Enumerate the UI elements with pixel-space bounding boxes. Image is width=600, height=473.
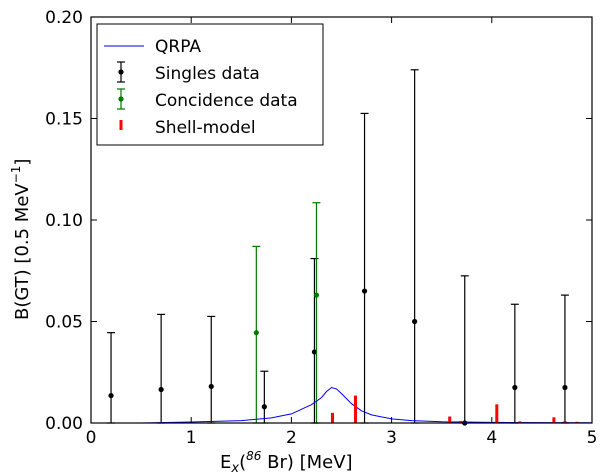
data-point [261, 404, 267, 410]
x-tick-label: 3 [386, 428, 397, 448]
shell-model-bar [575, 421, 579, 423]
data-point [313, 292, 320, 298]
legend: QRPA Singles data Concidence data Shell-… [96, 23, 324, 146]
y-tick-label: 0.15 [45, 110, 83, 130]
shell-model-bar [563, 420, 567, 423]
chart-marks [91, 69, 593, 426]
data-point [512, 384, 518, 391]
shell-model-bar [448, 416, 452, 423]
legend-singles-label: Singles data [155, 64, 260, 84]
shell-model-bar [330, 412, 334, 423]
shell-model-bar [518, 421, 522, 423]
y-tick-label: 0.05 [45, 313, 83, 333]
legend-coincidence-swatch [117, 88, 125, 110]
shell-model-bar [552, 417, 556, 423]
legend-qrpa-label: QRPA [155, 37, 201, 57]
x-axis-label-open: ( [239, 452, 246, 473]
x-tick-label: 5 [587, 428, 598, 448]
data-point [562, 384, 568, 391]
data-point [412, 318, 418, 325]
shell-model-bar [495, 404, 499, 423]
x-tick-label: 4 [486, 428, 497, 448]
x-axis-label-prefix: E [220, 452, 231, 473]
legend-box [96, 23, 324, 146]
data-point [361, 288, 368, 294]
y-tick-label: 0.20 [45, 8, 83, 28]
legend-shell-label: Shell-model [155, 118, 256, 138]
x-axis-label: Ex(86 Br) [MeV] [220, 449, 353, 473]
qrpa-line [91, 386, 593, 424]
x-axis-label-element: Br) [MeV] [261, 452, 352, 473]
x-axis-label-sub: x [230, 461, 239, 473]
data-point [108, 392, 114, 399]
y-tick-label: 0.10 [45, 211, 83, 231]
x-tick-label: 1 [186, 428, 197, 448]
data-point [158, 386, 164, 393]
y-axis-label-close: ] [12, 159, 33, 166]
legend-singles-swatch [117, 61, 125, 83]
data-point [253, 330, 259, 336]
axis-ticks: 0 1 2 3 4 5 0.00 0.05 0.10 0.15 0.20 [45, 8, 597, 448]
legend-coincidence-label: Concidence data [155, 91, 298, 111]
y-axis-label: B(GT) [0.5 MeV−1] [9, 159, 33, 320]
shell-model-bar [459, 420, 463, 423]
x-tick-label: 2 [286, 428, 297, 448]
y-tick-label: 0.00 [45, 414, 83, 434]
y-axis-label-main: B(GT) [0.5 MeV [12, 183, 33, 320]
data-point [208, 383, 214, 390]
shell-model-bar [354, 395, 358, 423]
x-axis-label-sup: 86 [246, 449, 262, 463]
legend-shell-swatch [119, 120, 123, 130]
x-tick-label: 0 [86, 428, 97, 448]
data-point [311, 349, 318, 355]
y-axis-label-sup: −1 [9, 166, 23, 184]
